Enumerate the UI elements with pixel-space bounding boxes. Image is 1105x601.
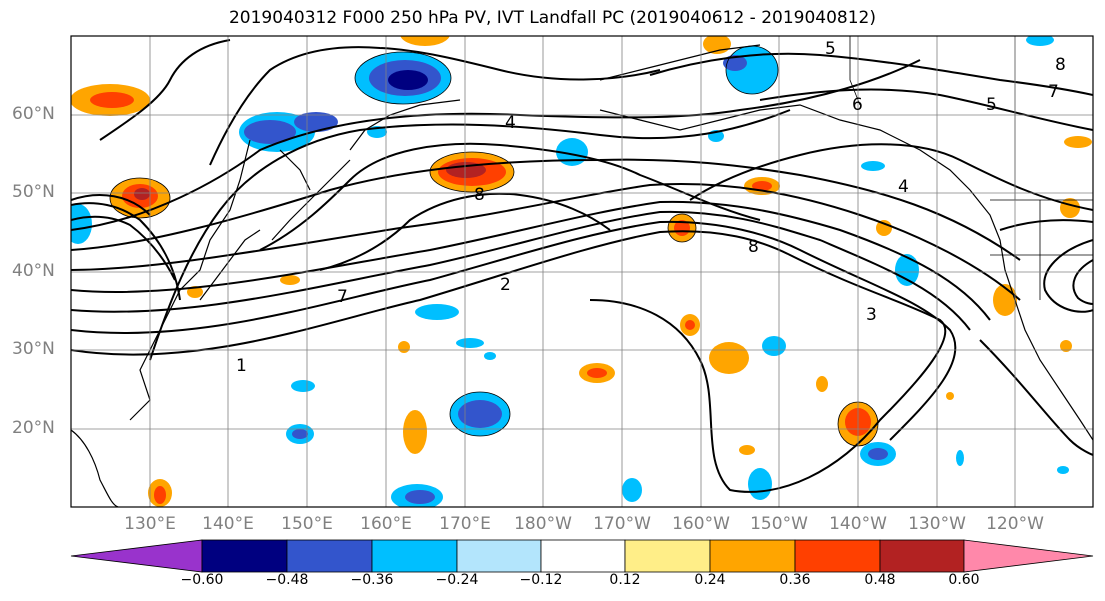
contour-label-4b: 4 <box>898 177 909 197</box>
lon-label-180w: 180°W <box>514 514 572 534</box>
negative-anomaly-shading <box>71 36 1069 507</box>
contour-label-7: 7 <box>337 287 348 307</box>
lon-label-120w: 120°W <box>986 514 1044 534</box>
contour-label-8c: 8 <box>1055 55 1066 75</box>
colorbar-tick-label: −0.36 <box>350 572 394 588</box>
colorbar-bin <box>201 539 288 573</box>
lon-label-150e: 150°E <box>281 514 333 534</box>
colorbar-tick-label: 0.24 <box>694 572 726 588</box>
contour-label-5: 5 <box>986 95 997 115</box>
colorbar-bin <box>879 539 965 573</box>
colorbar-bin <box>709 539 796 573</box>
pv-contours <box>71 39 1093 493</box>
lat-label-60n: 60°N <box>12 104 55 124</box>
lon-label-160e: 160°E <box>360 514 412 534</box>
colorbar-tick-label: −0.48 <box>265 572 309 588</box>
contour-label-5b: 5 <box>825 39 836 59</box>
colorbar-extend-high <box>963 539 1094 573</box>
contour-label-3: 3 <box>866 305 877 325</box>
colorbar-tick-label: 0.60 <box>948 572 980 588</box>
colorbar-tick-label: 0.48 <box>864 572 896 588</box>
colorbar-tick-label: −0.24 <box>435 572 479 588</box>
colorbar-bin <box>794 539 881 573</box>
colorbar-bin <box>456 539 542 573</box>
coastlines <box>71 44 1093 507</box>
graticule <box>71 36 1093 507</box>
colorbar-bin <box>371 539 458 573</box>
colorbar-tick-label: 0.12 <box>609 572 641 588</box>
lon-label-130e: 130°E <box>124 514 176 534</box>
contour-label-8: 8 <box>474 185 485 205</box>
colorbar-bin <box>624 539 711 573</box>
lon-label-170e: 170°E <box>439 514 491 534</box>
lat-label-30n: 30°N <box>12 339 55 359</box>
contour-label-2: 2 <box>500 275 511 295</box>
map-title: 2019040312 F000 250 hPa PV, IVT Landfall… <box>228 8 876 28</box>
lon-label-140e: 140°E <box>202 514 254 534</box>
map-frame <box>70 35 1094 508</box>
contour-label-1: 1 <box>236 356 247 376</box>
colorbar-bin <box>286 539 373 573</box>
contour-label-4: 4 <box>505 113 516 133</box>
contour-label-6: 6 <box>852 95 863 115</box>
positive-anomaly-shading <box>71 36 1092 507</box>
contour-label-8b: 8 <box>748 237 759 257</box>
lon-label-160w: 160°W <box>672 514 730 534</box>
lat-label-50n: 50°N <box>12 182 55 202</box>
lon-label-140w: 140°W <box>829 514 887 534</box>
lon-label-130w: 130°W <box>908 514 966 534</box>
colorbar-tick-label: −0.60 <box>180 572 224 588</box>
colorbar-extend-low <box>70 539 203 573</box>
contour-label-group: 1 2 3 4 5 6 7 8 8 4 5 7 8 <box>236 39 1066 376</box>
contour-label-7b: 7 <box>1048 82 1059 102</box>
colorbar-bin <box>540 539 626 573</box>
lon-label-170w: 170°W <box>593 514 651 534</box>
lon-label-150w: 150°W <box>750 514 808 534</box>
colorbar <box>70 539 1094 573</box>
colorbar-tick-label: −0.12 <box>519 572 563 588</box>
lat-label-40n: 40°N <box>12 261 55 281</box>
lat-label-20n: 20°N <box>12 418 55 438</box>
colorbar-tick-label: 0.36 <box>779 572 811 588</box>
